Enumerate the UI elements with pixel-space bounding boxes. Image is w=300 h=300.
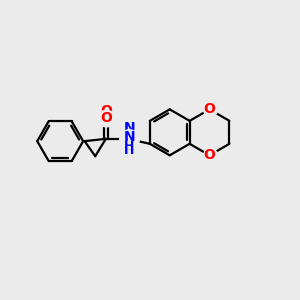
Text: N: N — [124, 130, 135, 144]
Text: H: H — [124, 144, 135, 157]
Text: O: O — [204, 148, 215, 162]
Text: N: N — [124, 121, 135, 135]
Text: H: H — [124, 140, 135, 153]
Text: O: O — [204, 102, 215, 116]
Text: O: O — [100, 104, 112, 118]
Text: O: O — [100, 111, 112, 125]
